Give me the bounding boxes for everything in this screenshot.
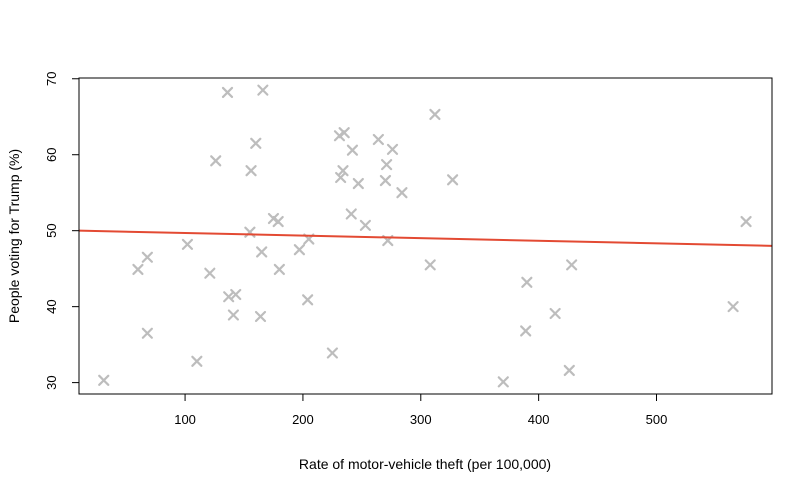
x-axis-title: Rate of motor-vehicle theft (per 100,000… — [299, 456, 551, 472]
data-point — [204, 267, 216, 279]
y-tick-label: 30 — [44, 375, 59, 389]
regression-layer — [78, 229, 773, 247]
data-point — [338, 127, 350, 139]
y-tick-label: 50 — [44, 223, 59, 237]
data-point — [359, 219, 371, 231]
data-point — [429, 108, 441, 121]
data-point — [256, 246, 268, 258]
data-point — [250, 137, 262, 149]
data-point — [141, 327, 153, 339]
data-point — [272, 215, 284, 228]
tick-layer: 100 200 300 400 500 30 40 50 60 70 — [44, 72, 667, 427]
data-point — [333, 130, 346, 142]
x-tick-label: 100 — [174, 412, 196, 427]
data-point — [424, 259, 436, 271]
data-point — [447, 174, 459, 186]
x-tick-label: 200 — [292, 412, 314, 427]
data-point — [372, 133, 384, 146]
data-point — [345, 208, 357, 220]
data-point — [293, 244, 305, 256]
data-point — [181, 238, 194, 250]
data-point — [521, 276, 533, 288]
data-point — [98, 374, 110, 386]
regression-line — [78, 229, 773, 247]
y-tick-label: 60 — [44, 147, 59, 161]
data-point — [245, 165, 257, 177]
x-tick-label: 500 — [646, 412, 668, 427]
data-point — [497, 376, 509, 388]
data-point — [386, 143, 399, 156]
data-point — [379, 174, 392, 187]
data-point — [563, 364, 575, 377]
data-point — [727, 301, 739, 313]
x-tick-label: 400 — [528, 412, 550, 427]
y-axis-title: People voting for Trump (%) — [6, 149, 22, 323]
data-point — [352, 177, 364, 190]
data-point — [566, 259, 578, 271]
data-point — [257, 84, 269, 96]
data-point — [381, 158, 393, 171]
y-tick-label: 40 — [44, 299, 59, 313]
data-point — [141, 251, 153, 263]
data-point — [396, 187, 408, 199]
data-point — [267, 212, 280, 225]
plot-frame — [78, 77, 773, 395]
x-tick-label: 300 — [410, 412, 432, 427]
data-point — [227, 309, 239, 321]
data-point — [230, 288, 242, 301]
data-point — [273, 263, 285, 276]
data-point — [210, 155, 222, 167]
data-point — [254, 310, 267, 323]
data-point — [302, 294, 314, 306]
y-tick-label: 70 — [44, 72, 59, 86]
data-point — [337, 165, 349, 177]
data-point — [326, 347, 338, 359]
data-point — [549, 307, 561, 320]
data-point — [191, 355, 203, 367]
points-layer — [98, 84, 752, 388]
data-point — [132, 263, 144, 276]
data-point — [346, 144, 359, 156]
data-point — [520, 325, 532, 337]
data-point — [740, 215, 752, 228]
data-point — [221, 86, 234, 99]
